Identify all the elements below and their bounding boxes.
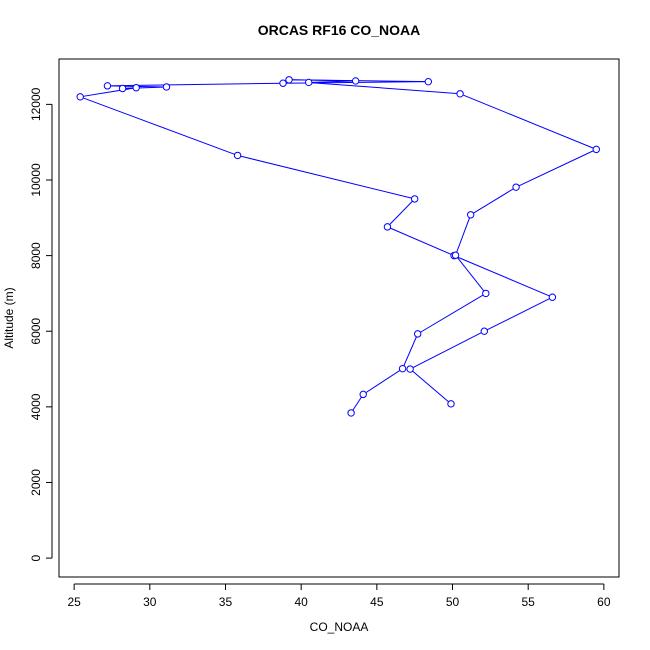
y-tick-label: 6000 — [29, 318, 43, 345]
data-point — [118, 84, 127, 93]
axes: 25 30 35 40 45 50 55 60 0 2000 4000 6000 8000 10000 12… — [29, 87, 611, 609]
series-segment — [237, 154, 415, 200]
x-tick-label: 30 — [143, 595, 157, 609]
series-segment — [80, 87, 137, 98]
series-segment — [387, 198, 416, 228]
series-segment — [80, 96, 238, 156]
data-point — [359, 390, 367, 399]
series-points — [76, 76, 600, 417]
series-segment — [362, 368, 403, 395]
data-point — [456, 90, 464, 98]
x-tick-label: 40 — [294, 595, 308, 609]
series-segment — [308, 80, 356, 83]
series-segment — [459, 93, 597, 150]
data-point — [76, 93, 84, 101]
y-tick-label: 0 — [29, 554, 43, 561]
data-point — [466, 211, 475, 219]
y-tick-label: 4000 — [29, 393, 43, 420]
y-axis-label: Altitude (m) — [2, 287, 16, 348]
y-tick-label: 2000 — [29, 469, 43, 496]
data-point — [447, 400, 455, 408]
data-point — [482, 289, 490, 298]
series-segment — [289, 79, 356, 82]
series-segment — [453, 255, 553, 298]
data-point — [279, 79, 287, 87]
series-segment — [308, 81, 461, 95]
x-tick-label: 60 — [597, 595, 611, 609]
x-tick-label: 50 — [446, 595, 460, 609]
series-lines — [80, 79, 597, 414]
x-tick-label: 45 — [370, 595, 384, 609]
data-point — [103, 82, 112, 90]
data-point — [233, 151, 242, 160]
data-point — [347, 409, 355, 417]
series-segment — [402, 333, 419, 369]
series-segment — [387, 226, 455, 257]
x-tick-label: 25 — [67, 595, 81, 609]
series-segment — [409, 330, 485, 370]
series-segment — [455, 214, 472, 256]
data-point — [398, 364, 407, 373]
data-point — [414, 330, 422, 338]
data-point — [410, 195, 419, 203]
data-point — [480, 327, 488, 335]
data-point — [383, 223, 392, 231]
chart-title: ORCAS RF16 CO_NOAA — [258, 22, 421, 38]
y-tick-label: 8000 — [29, 242, 43, 269]
data-point — [285, 76, 293, 84]
series-segment — [417, 292, 487, 335]
data-point — [512, 183, 520, 191]
data-point — [548, 293, 557, 301]
data-point — [424, 77, 432, 86]
y-tick-label: 10000 — [29, 163, 43, 197]
x-tick-label: 35 — [219, 595, 233, 609]
data-point — [132, 84, 140, 92]
data-point — [351, 77, 360, 85]
data-point — [162, 83, 171, 91]
series-segment — [409, 368, 452, 405]
y-tick-label: 12000 — [29, 87, 43, 121]
data-point — [451, 251, 460, 259]
series-segment — [515, 148, 597, 188]
series-segment — [455, 254, 487, 294]
data-point — [305, 78, 313, 87]
data-point — [592, 145, 600, 154]
x-axis-label: CO_NOAA — [310, 620, 369, 634]
series-segment — [470, 186, 517, 216]
plot-frame — [58, 58, 620, 578]
x-tick-label: 55 — [522, 595, 536, 609]
series-segment — [484, 296, 553, 332]
data-point — [406, 365, 414, 373]
